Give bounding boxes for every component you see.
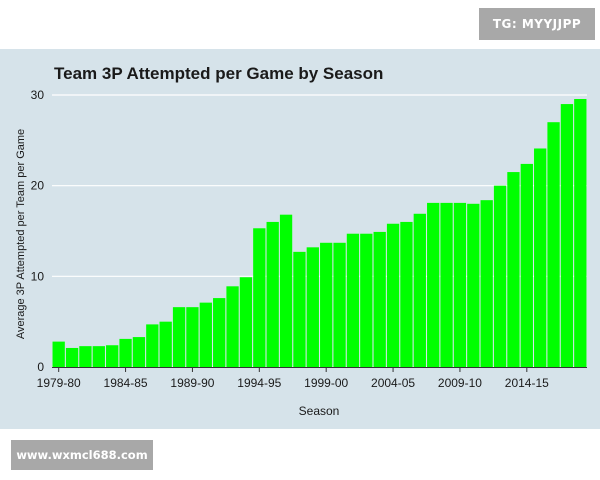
x-tick-label: 1999-00 — [304, 376, 348, 390]
bar-1987-88 — [159, 321, 172, 367]
bar-2016-17 — [547, 122, 560, 367]
bar-2011-12 — [480, 200, 493, 367]
x-tick-label: 1979-80 — [37, 376, 81, 390]
bar-1995-96 — [266, 221, 279, 367]
bar-1979-80 — [52, 341, 65, 367]
bar-1980-81 — [65, 347, 79, 367]
chart-title: Team 3P Attempted per Game by Season — [54, 64, 383, 83]
bar-1983-84 — [106, 345, 119, 367]
bar-1984-85 — [119, 338, 132, 367]
bar-2013-14 — [507, 172, 520, 367]
bar-2008-09 — [440, 202, 453, 367]
bar-1981-82 — [79, 346, 92, 367]
bar-1999-00 — [320, 242, 333, 367]
bar-1992-93 — [226, 286, 239, 367]
x-tick-label: 2014-15 — [505, 376, 549, 390]
bar-1996-97 — [279, 214, 293, 367]
y-tick-label: 0 — [37, 360, 44, 374]
bar-2005-06 — [400, 221, 413, 367]
x-tick-label: 1989-90 — [170, 376, 214, 390]
x-tick-label: 1984-85 — [104, 376, 148, 390]
x-axis-label: Season — [299, 404, 340, 418]
bar-2009-10 — [453, 202, 467, 367]
watermark-top: TG: MYYJJPP — [479, 8, 595, 40]
bar-1993-94 — [239, 277, 253, 367]
bar-2003-04 — [373, 231, 386, 367]
bar-1982-83 — [92, 346, 105, 367]
x-axis-ticks: 1979-80 1984-85 1989-90 1994-95 1999-00 2004-… — [37, 367, 549, 390]
bar-1985-86 — [132, 337, 146, 367]
bar-2000-01 — [333, 242, 346, 367]
y-axis-label: Average 3P Attempted per Team per Game — [15, 129, 27, 339]
bar-2007-08 — [427, 202, 440, 367]
bar-1986-87 — [146, 324, 159, 367]
x-tick-label: 2004-05 — [371, 376, 415, 390]
bar-1990-91 — [199, 302, 212, 367]
bar-chart: Team 3P Attempted per Game by Season 0 10… — [15, 64, 587, 418]
bars — [52, 99, 587, 367]
y-tick-label: 10 — [31, 269, 45, 283]
bar-2004-05 — [386, 223, 400, 367]
bar-2001-02 — [346, 233, 360, 367]
y-axis-ticks: 0 10 20 30 — [31, 88, 45, 374]
bar-2018-19 — [574, 99, 587, 367]
y-tick-label: 20 — [31, 179, 45, 193]
y-tick-label: 30 — [31, 88, 45, 102]
bar-2012-13 — [493, 185, 507, 367]
bar-2010-11 — [467, 203, 480, 367]
bar-2002-03 — [360, 233, 373, 367]
bar-2006-07 — [413, 213, 426, 367]
bar-1994-95 — [253, 228, 266, 367]
bar-1998-99 — [306, 247, 319, 367]
bar-2015-16 — [534, 148, 547, 367]
watermark-bottom: www.wxmcl688.com — [11, 440, 153, 470]
x-tick-label: 1994-95 — [237, 376, 281, 390]
x-tick-label: 2009-10 — [438, 376, 482, 390]
bar-1997-98 — [293, 251, 306, 367]
bar-2017-18 — [560, 104, 574, 367]
bar-1989-90 — [186, 307, 199, 367]
bar-1991-92 — [213, 298, 226, 367]
gridlines — [52, 94, 587, 368]
bar-2014-15 — [520, 163, 533, 367]
bar-1988-89 — [172, 307, 186, 367]
